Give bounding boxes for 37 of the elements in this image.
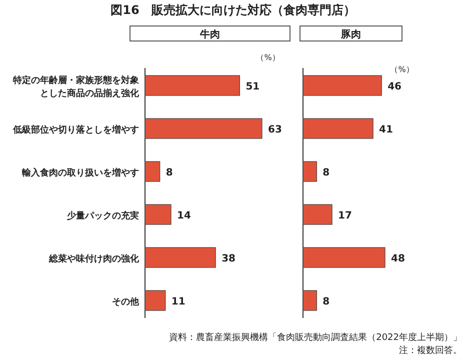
bar (302, 247, 386, 268)
data-label: 41 (379, 124, 393, 136)
chart-subtitle: 牛肉 (199, 28, 220, 40)
bar (144, 161, 160, 182)
data-label: 38 (222, 254, 236, 264)
data-label: 8 (166, 168, 173, 178)
data-label: 46 (388, 82, 402, 92)
bar (144, 75, 240, 96)
data-label: 51 (246, 82, 260, 92)
y-tick-label: 総菜や味付け肉の強化 (48, 254, 140, 264)
x-axis-title: （%） (256, 53, 280, 62)
text: 注：複数回答。 (399, 345, 462, 356)
bar (302, 161, 317, 182)
bar (144, 247, 216, 268)
text: 資料：農畜産業振興機構「食肉販売動向調査結果（2022年度上半期）」 (169, 332, 462, 343)
data-label: 48 (391, 254, 405, 264)
y-tick-label: 低級部位や切り落としを増やす (12, 124, 139, 136)
bar (144, 204, 172, 225)
y-tick-label: その他 (112, 296, 140, 308)
data-label: 14 (177, 210, 191, 222)
bar (302, 204, 332, 225)
x-axis-title: （%） (390, 65, 414, 74)
bar (144, 290, 166, 311)
y-tick-label: 少量パックの充実 (66, 210, 139, 222)
bar (302, 75, 382, 96)
bar (144, 118, 262, 139)
bar (302, 118, 374, 139)
chart-title: 図16 販売拡大に向けた対応（食肉専門店） (110, 3, 356, 17)
data-label: 8 (322, 296, 330, 308)
y-tick-label: 輸入食肉の取り扱いを増やす (21, 166, 139, 178)
data-label: 17 (338, 210, 352, 222)
data-label: 11 (171, 296, 186, 308)
data-label: 8 (322, 168, 330, 178)
bar (302, 290, 317, 311)
chart-subtitle: 豚肉 (340, 28, 361, 40)
y-tick-label: 特定の年齢層・家族形態を対象とした商品の品揃え強化 (12, 75, 140, 99)
data-label: 63 (268, 124, 282, 136)
